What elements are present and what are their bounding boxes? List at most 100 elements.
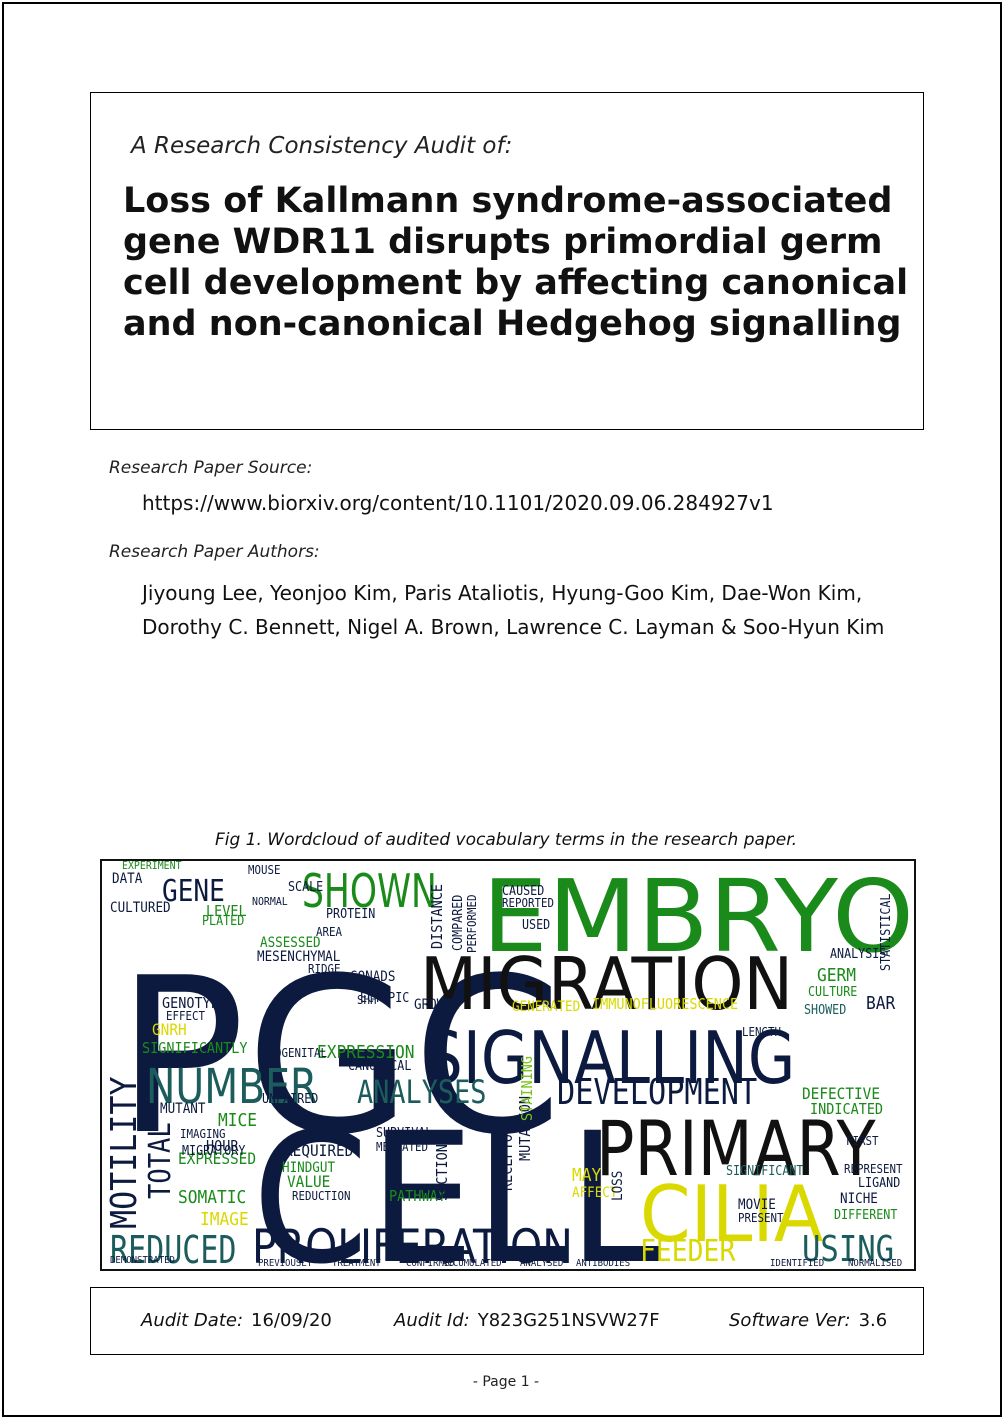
wordcloud-word: BAR	[866, 993, 896, 1014]
wordcloud-word: PROTEIN	[326, 906, 375, 921]
wordcloud-word: EXPRESSION	[317, 1042, 414, 1063]
wordcloud-word: REPRESENT	[844, 1161, 903, 1176]
wordcloud-word: PRIMARY	[596, 1105, 876, 1194]
wordcloud-word: SECTION	[434, 1144, 451, 1201]
wordcloud-word: MIGRATION	[420, 943, 793, 1026]
wordcloud-word: ECTOPIC	[360, 990, 409, 1005]
wordcloud-word: NICHE	[840, 1191, 878, 1207]
wordcloud-word: SHH	[357, 992, 377, 1007]
wordcloud-word: IMAGE	[200, 1209, 249, 1230]
wordcloud-word: MUTANT	[160, 1101, 205, 1117]
wordcloud-word: TREATMENT	[332, 1258, 381, 1269]
wordcloud-word: EMBRYO	[482, 861, 914, 976]
wordcloud-word: DEFECTIVE	[802, 1084, 880, 1103]
wordcloud-word: REDUCED	[110, 1229, 236, 1269]
wordcloud-word: CULTURED	[110, 900, 171, 916]
wordcloud-word: GERM	[817, 965, 856, 986]
wordcloud-word: EXPRESSED	[178, 1149, 256, 1168]
authors-list: Jiyoung Lee, Yeonjoo Kim, Paris Atalioti…	[142, 581, 885, 639]
wordcloud-word: FIRST	[846, 1133, 879, 1148]
wordcloud-word: DISTANCE	[429, 884, 446, 949]
wordcloud-word: COMPARED	[450, 895, 465, 951]
source-url[interactable]: https://www.biorxiv.org/content/10.1101/…	[142, 491, 774, 515]
source-label: Research Paper Source:	[109, 458, 313, 478]
wordcloud-word: ACCUMULATED	[442, 1258, 502, 1269]
wordcloud-word: GONADS	[350, 969, 395, 985]
wordcloud-word: UROGENITAL	[262, 1045, 327, 1060]
audit-heading: A Research Consistency Audit of:	[131, 133, 513, 159]
software-value: 3.6	[858, 1310, 888, 1331]
wordcloud-word: CELL	[252, 1094, 661, 1269]
wordcloud-word: CILIA	[640, 1169, 823, 1260]
wordcloud-word: ANALYSES	[357, 1074, 486, 1111]
paper-title: Loss of Kallmann syndrome-associated gen…	[123, 181, 909, 344]
wordcloud-word: SHOWED	[804, 1002, 846, 1017]
audit-id-value: Y823G251NSVW27F	[477, 1310, 660, 1331]
wordcloud-word: DATA	[112, 871, 142, 887]
wordcloud-word: MOUSE	[248, 862, 281, 877]
software-version: Software Ver: 3.6	[729, 1310, 887, 1331]
wordcloud-word: MOVIE	[738, 1197, 776, 1213]
wordcloud-word: CANONICAL	[348, 1058, 411, 1073]
wordcloud-word: SIGNALLING	[424, 1016, 795, 1100]
wordcloud-word: LEVEL	[206, 903, 247, 920]
wordcloud-word: GNRH	[152, 1020, 187, 1039]
wordcloud-word: LIGAND	[858, 1175, 900, 1190]
wordcloud-word: LENGTH	[742, 1024, 781, 1039]
wordcloud-word: SIGNIFICANT	[726, 1163, 804, 1178]
wordcloud-word: EXPERIMENT	[122, 861, 182, 872]
authors-label: Research Paper Authors:	[109, 542, 320, 562]
wordcloud-word: SCALE	[288, 879, 323, 894]
wordcloud-word: ANALYSIS	[830, 946, 886, 961]
wordcloud-word: SIGNIFICANTLY	[142, 1040, 248, 1057]
wordcloud-word: PATHWAY	[389, 1188, 446, 1205]
wordcloud-word: IMAGING	[180, 1126, 226, 1141]
wordcloud-word: REPORTED	[502, 895, 554, 910]
audit-date-label: Audit Date:	[141, 1310, 244, 1331]
wordcloud-word: MIGRATORY	[182, 1143, 246, 1158]
wordcloud-word: GENOTYPE	[162, 995, 227, 1012]
audit-date: Audit Date: 16/09/20	[141, 1310, 332, 1331]
wordcloud-word: CAUSED	[502, 883, 544, 898]
wordcloud-word: AREA	[316, 924, 342, 939]
page-number: - Page 1 -	[472, 1374, 540, 1390]
audit-id: Audit Id: Y823G251NSVW27F	[394, 1310, 660, 1331]
wordcloud-word: MESENCHYMAL	[257, 949, 340, 965]
audit-footer: Audit Date: 16/09/20 Audit Id: Y823G251NSV…	[90, 1287, 924, 1355]
wordcloud-word: SHOWN	[302, 864, 437, 918]
wordcloud-word: PLATED	[202, 913, 244, 928]
wordcloud-word: STATISTICAL	[878, 894, 893, 971]
wordcloud-word: NORMALISED	[848, 1258, 902, 1269]
wordcloud-word: RECEPTOR	[499, 1126, 516, 1191]
wordcloud-word: INDICATED	[810, 1101, 883, 1118]
wordcloud-word: VALUE	[287, 1172, 330, 1191]
wordcloud-word: PREVIOUSLY	[258, 1258, 312, 1269]
wordcloud-word: CULTURE	[808, 984, 857, 999]
wordcloud-word: AFFECT	[572, 1185, 617, 1201]
wordcloud-word: REQUIRED	[284, 1141, 353, 1160]
wordcloud-word: MAY	[572, 1165, 601, 1186]
wordcloud-word: TOTAL	[142, 1122, 178, 1199]
wordcloud-word: ANTIBODIES	[576, 1258, 630, 1269]
wordcloud-word: MICE	[218, 1110, 257, 1131]
wordcloud-word: LOSS	[610, 1171, 626, 1201]
wordcloud-word: SURVIVAL	[376, 1125, 432, 1140]
wordcloud-word: GROWTH	[414, 997, 459, 1013]
wordcloud-word: STAINING	[519, 1056, 536, 1121]
wordcloud-word: PRESENT	[738, 1210, 784, 1225]
title-box: A Research Consistency Audit of: Loss of…	[90, 92, 924, 430]
wordcloud-word: CONFIRMED	[406, 1258, 455, 1269]
wordcloud-word: DEVELOPMENT	[557, 1070, 757, 1112]
wordcloud-word: ANALYSED	[520, 1258, 564, 1269]
wordcloud-word: MOTILITY	[103, 1076, 144, 1229]
wordcloud-word: PGC	[116, 931, 562, 1182]
wordcloud-word: DEMONSTRATED	[110, 1255, 175, 1267]
wordcloud-word: DIFFERENT	[834, 1207, 898, 1222]
wordcloud-word: GENERATED	[512, 999, 580, 1015]
audit-date-value: 16/09/20	[251, 1310, 332, 1331]
wordcloud-word: MUTATION	[517, 1096, 534, 1161]
wordcloud-word: HOUR	[206, 1138, 239, 1155]
figure-caption: Fig 1. Wordcloud of audited vocabulary t…	[214, 830, 798, 850]
